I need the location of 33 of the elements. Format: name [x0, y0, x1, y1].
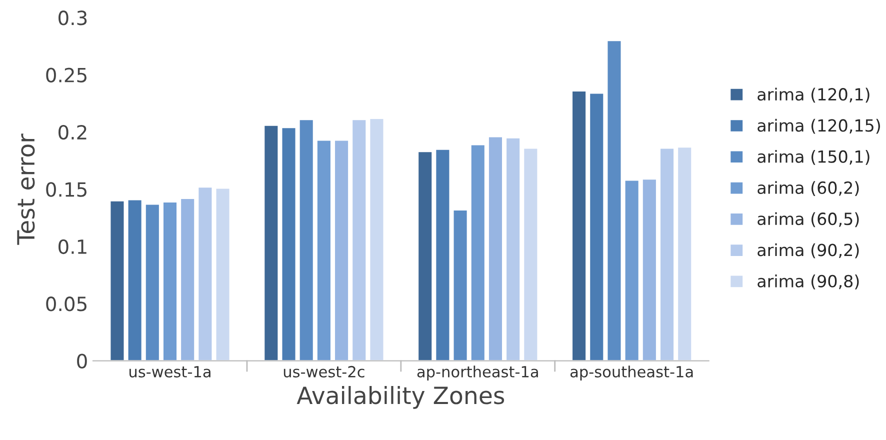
bar	[606, 40, 622, 361]
x-tick-label: us-west-2c	[284, 366, 364, 378]
bar	[452, 209, 468, 361]
legend-label: arima (60,2)	[758, 181, 859, 196]
bar	[214, 187, 231, 361]
x-tick-label: ap-southeast-1a	[570, 366, 693, 380]
bar	[126, 198, 143, 361]
bar	[197, 186, 214, 361]
x-tick-label: ap-northeast-1a	[417, 366, 538, 380]
y-tick-label: 0.15	[46, 182, 86, 197]
y-tick-label: 0.1	[58, 239, 86, 254]
bar	[368, 118, 385, 361]
x-axis-title: Availability Zones	[296, 386, 504, 409]
bar	[624, 179, 640, 361]
legend-label: arima (90,8)	[758, 274, 859, 290]
legend-label: arima (120,1)	[758, 88, 870, 103]
bar	[434, 148, 451, 361]
legend-label: arima (150,1)	[758, 150, 870, 165]
y-tick-label: 0.2	[58, 124, 86, 140]
y-tick-label: 0.25	[46, 68, 86, 82]
y-tick-label: 0.3	[58, 10, 87, 26]
bar	[263, 124, 280, 361]
y-axis-title: Test error	[17, 134, 35, 245]
bar	[522, 147, 539, 361]
y-tick-label: 0	[77, 354, 87, 368]
x-tick-label: us-west-1a	[130, 366, 210, 378]
bar	[109, 200, 126, 361]
legend-label: arima (90,2)	[758, 243, 859, 258]
legend-label: arima (120,15)	[758, 118, 880, 134]
legend-label: arima (60,5)	[758, 212, 859, 228]
y-tick-label: 0.05	[46, 296, 86, 312]
bar	[417, 150, 434, 361]
bar	[280, 126, 297, 361]
